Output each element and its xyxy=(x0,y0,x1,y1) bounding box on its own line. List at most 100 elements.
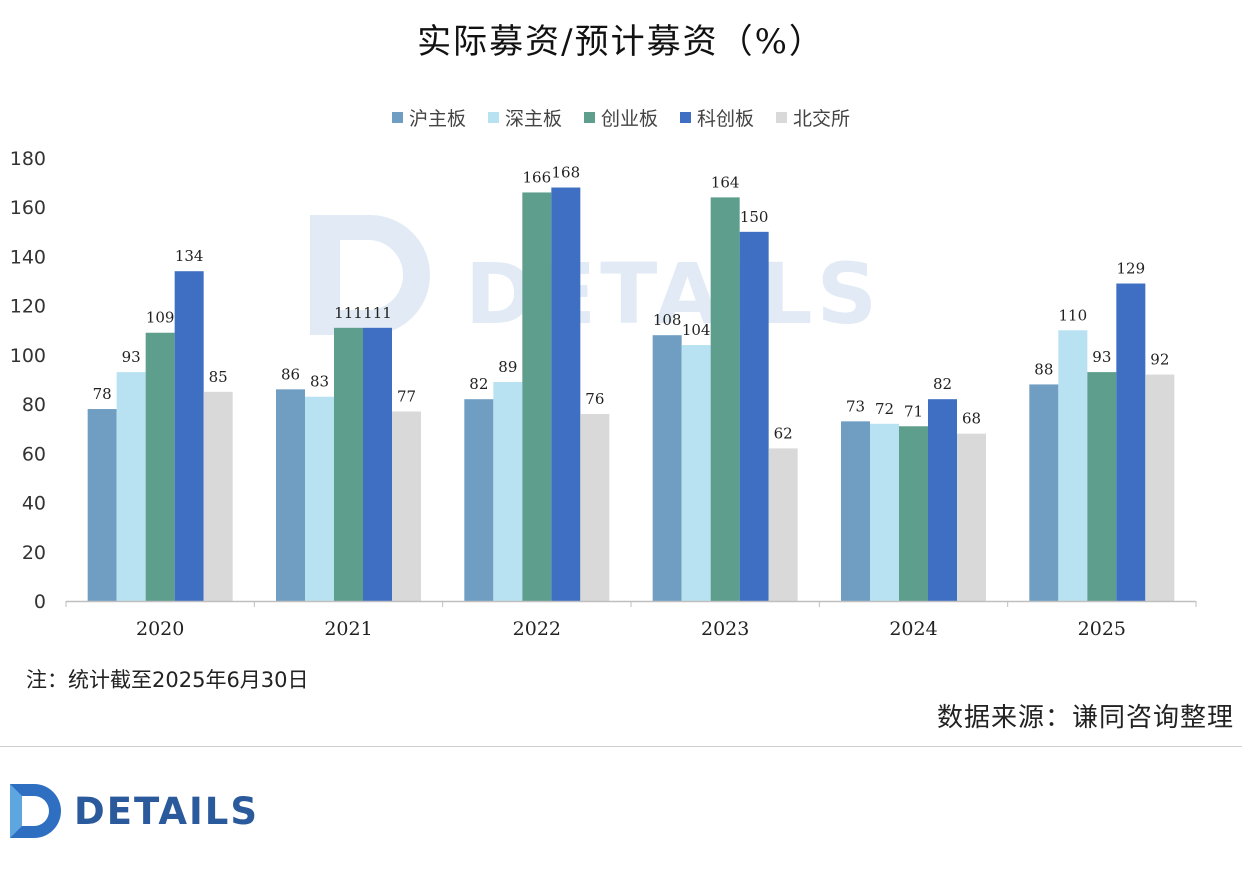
legend-swatch xyxy=(487,112,499,123)
bar xyxy=(522,192,552,601)
data-label: 93 xyxy=(122,348,141,366)
y-tick-label: 100 xyxy=(10,345,46,367)
bar xyxy=(551,187,581,602)
data-label: 109 xyxy=(146,309,175,327)
bar xyxy=(681,345,711,601)
legend-item: 科创板 xyxy=(680,104,754,131)
bar xyxy=(899,426,928,601)
y-tick-label: 80 xyxy=(22,394,46,416)
legend-label: 北交所 xyxy=(793,108,851,130)
source-note: 数据来源：谦同咨询整理 xyxy=(936,703,1234,733)
bar xyxy=(957,433,986,601)
brand-name: DETAILS xyxy=(74,790,259,833)
legend-item: 创业板 xyxy=(583,104,658,131)
bar xyxy=(87,409,117,601)
bar-chart: 0 20 40 60 80 100 120 140 160 180 78 93 109 134 85 86 8… xyxy=(10,148,1197,640)
bar xyxy=(580,413,610,601)
chart-title: 实际募资/预计募资（%） xyxy=(417,22,825,62)
bar xyxy=(305,396,334,601)
bar xyxy=(928,399,957,601)
x-tick-label: 2025 xyxy=(1078,618,1126,640)
bar xyxy=(1029,384,1059,601)
data-label: 85 xyxy=(209,368,228,386)
data-label: 93 xyxy=(1092,348,1111,366)
bar xyxy=(203,391,233,601)
bar xyxy=(392,411,421,601)
bar xyxy=(334,327,363,601)
data-label: 78 xyxy=(93,385,112,403)
legend-item: 沪主板 xyxy=(391,104,466,131)
legend-swatch xyxy=(680,112,691,123)
data-label: 68 xyxy=(962,410,981,428)
bar xyxy=(363,327,392,601)
legend-swatch xyxy=(776,112,788,123)
data-label: 72 xyxy=(875,400,894,418)
x-tick-label: 2024 xyxy=(889,618,937,640)
bar xyxy=(1116,283,1146,601)
y-axis: 0 20 40 60 80 100 120 140 160 180 xyxy=(10,148,46,613)
bar xyxy=(174,271,204,601)
legend-label: 深主板 xyxy=(504,108,562,130)
y-tick-label: 0 xyxy=(34,591,46,613)
data-label: 82 xyxy=(933,375,952,393)
legend-item: 北交所 xyxy=(776,104,850,131)
bar xyxy=(145,332,175,601)
legend-item: 深主板 xyxy=(487,104,562,131)
brand-logo-icon xyxy=(10,784,61,838)
data-label: 108 xyxy=(653,311,682,329)
data-label: 166 xyxy=(523,168,552,186)
bar xyxy=(739,231,769,602)
bar xyxy=(710,197,740,601)
bar xyxy=(870,423,899,601)
data-label: 76 xyxy=(585,390,604,408)
data-label: 88 xyxy=(1034,360,1053,378)
data-label: 89 xyxy=(498,358,517,376)
data-label: 168 xyxy=(552,164,581,182)
legend-label: 沪主板 xyxy=(408,108,466,130)
data-label: 83 xyxy=(310,373,329,391)
data-label: 164 xyxy=(711,173,740,191)
legend-label: 创业板 xyxy=(600,108,658,130)
bar xyxy=(493,381,523,601)
data-label: 111 xyxy=(363,304,392,322)
bar xyxy=(1087,372,1117,601)
data-label: 111 xyxy=(334,304,363,322)
y-tick-label: 40 xyxy=(22,493,46,515)
data-label: 77 xyxy=(397,387,416,405)
bar xyxy=(652,335,682,601)
y-tick-label: 120 xyxy=(10,296,46,318)
data-label: 134 xyxy=(175,247,204,265)
y-tick-label: 20 xyxy=(22,542,46,564)
data-label: 129 xyxy=(1117,260,1146,278)
data-label: 86 xyxy=(281,365,300,383)
y-tick-label: 140 xyxy=(10,246,46,268)
y-tick-label: 180 xyxy=(10,148,46,170)
bar xyxy=(841,421,870,601)
legend-label: 科创板 xyxy=(697,108,755,130)
footnote: 注：统计截至2025年6月30日 xyxy=(26,668,309,692)
data-label: 82 xyxy=(469,375,488,393)
y-tick-label: 60 xyxy=(22,443,46,465)
data-label: 92 xyxy=(1150,351,1169,369)
legend-swatch xyxy=(391,112,403,123)
data-label: 110 xyxy=(1059,306,1088,324)
x-tick-label: 2023 xyxy=(701,618,749,640)
data-label: 62 xyxy=(774,424,793,442)
bar xyxy=(116,372,146,601)
data-label: 104 xyxy=(682,321,711,339)
bar xyxy=(276,389,305,601)
y-tick-label: 160 xyxy=(10,197,46,219)
x-tick-label: 2020 xyxy=(136,618,184,640)
bar xyxy=(464,399,494,601)
legend-swatch xyxy=(583,112,595,123)
bar xyxy=(768,448,798,601)
data-label: 71 xyxy=(904,402,923,420)
x-tick-label: 2021 xyxy=(324,618,372,640)
x-axis: 2020 2021 2022 2023 2024 2025 xyxy=(65,600,1197,640)
data-label: 73 xyxy=(846,397,865,415)
legend: 沪主板 深主板 创业板 科创板 北交所 xyxy=(0,104,1242,131)
bar xyxy=(1058,330,1088,601)
bar xyxy=(1145,374,1175,601)
x-tick-label: 2022 xyxy=(513,618,561,640)
